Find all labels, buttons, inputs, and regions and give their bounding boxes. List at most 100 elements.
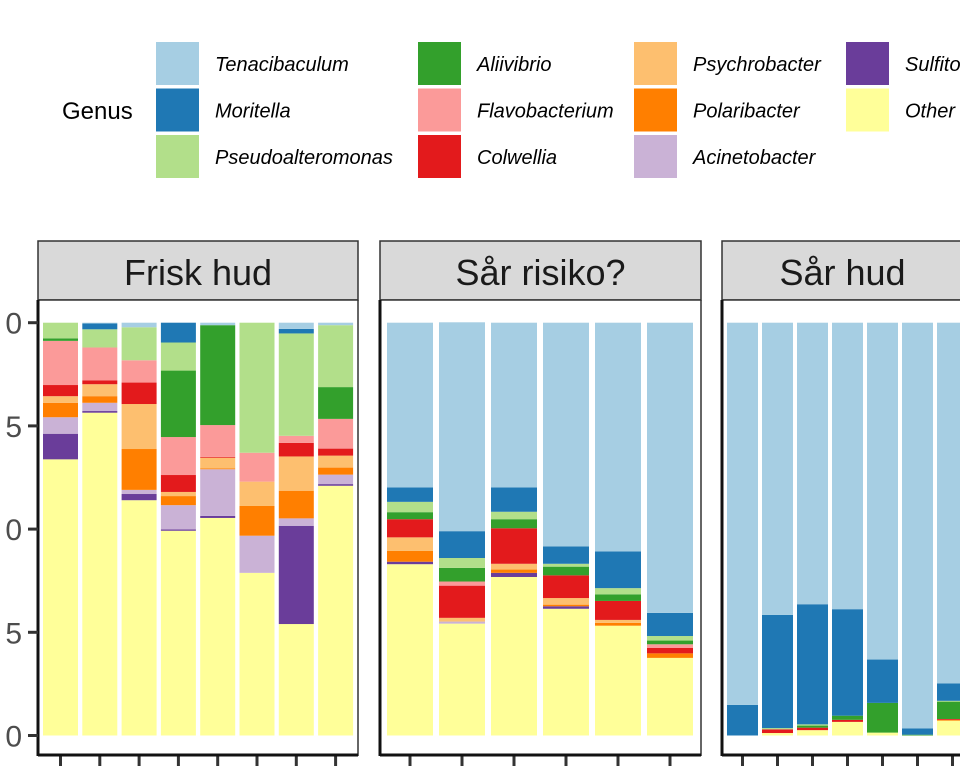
bar-segment-colwellia (439, 585, 485, 618)
legend-key-acinetobacter (634, 135, 677, 178)
bar-segment-other (867, 732, 898, 736)
panel-2: Sår risiko? (378, 240, 702, 766)
bar-segment-moritella (543, 546, 589, 564)
legend-key-flavobacterium (418, 88, 461, 132)
bar-segment-other (647, 657, 693, 736)
y-tick-label: 0 (5, 514, 22, 547)
facet-title: Sår hud (779, 252, 905, 293)
bar-segment-sulfito (278, 525, 314, 625)
bar-segment-other (239, 572, 275, 736)
bar-segment-psychrobacter (387, 537, 433, 551)
bar-segment-colwellia (160, 475, 196, 492)
legend-label: Colwellia (477, 147, 557, 169)
bar-segment-colwellia (832, 719, 863, 722)
bar-segment-tenacibaculum (762, 322, 793, 615)
bar-segment-acinetobacter (43, 417, 78, 434)
panel-3: Sår hud (720, 240, 960, 766)
legend-key-polaribacter (634, 88, 677, 132)
bar-segment-acinetobacter (239, 535, 275, 573)
bar-segment-polaribacter (543, 604, 589, 607)
legend-label: Psychrobacter (693, 54, 822, 76)
bar-segment-tenacibaculum (937, 322, 960, 684)
bar-segment-moritella (387, 487, 433, 502)
bar-segment-pseudoalteromonas (797, 724, 828, 726)
bar-segment-flavobacterium (278, 435, 314, 443)
legend-key-sulfito (846, 42, 889, 85)
bar-segment-sulfito (121, 494, 157, 501)
bar-segment-moritella (160, 322, 196, 343)
bar-segment-aliivibrio (867, 702, 898, 733)
legend-key-tenacibaculum (156, 42, 199, 85)
facet-title: Sår risiko? (455, 252, 625, 293)
bar-segment-other (797, 730, 828, 736)
bar-segment-polaribacter (43, 402, 78, 418)
bar-segment-other (278, 624, 314, 736)
bar-segment-colwellia (647, 647, 693, 654)
facet-strip (721, 240, 960, 301)
legend-label: Aliivibrio (476, 54, 551, 76)
bar-segment-polaribacter (239, 505, 275, 536)
bar-segment-psychrobacter (595, 619, 641, 623)
bar-segment-colwellia (762, 729, 793, 734)
bar-segment-moritella (797, 604, 828, 725)
bar-segment-psychrobacter (278, 456, 314, 491)
y-axis: 0 5 0 5 0 (5, 308, 38, 754)
bar-segment-colwellia (387, 519, 433, 538)
bar-segment-acinetobacter (82, 402, 118, 412)
bar-segment-other (200, 517, 236, 736)
bar-segment-pseudoalteromonas (543, 563, 589, 567)
legend-key-moritella (156, 88, 199, 132)
facet-strip (379, 240, 702, 301)
bar-segment-moritella (762, 614, 793, 729)
bar-segment-moritella (82, 323, 118, 330)
bar-segment-polaribacter (278, 490, 314, 519)
bar-segment-other (543, 608, 589, 736)
legend-label: Sulfito (905, 54, 960, 76)
bar-segment-tenacibaculum (832, 322, 863, 610)
bar-segment-polaribacter (200, 468, 236, 470)
y-tick-label: 0 (5, 308, 22, 341)
bar-segment-tenacibaculum (595, 322, 641, 552)
bar-segment-colwellia (543, 575, 589, 599)
bar-segment-psychrobacter (439, 617, 485, 622)
bar-segment-other (82, 412, 118, 736)
bar-segment-moritella (832, 609, 863, 716)
bar-segment-pseudoalteromonas (82, 329, 118, 348)
legend-key-aliivibrio (418, 42, 461, 85)
bar-segment-aliivibrio (595, 594, 641, 601)
bar-segment-polaribacter (647, 653, 693, 658)
bar-segment-aliivibrio (797, 725, 828, 728)
bar-segment-acinetobacter (278, 518, 314, 526)
bar-segment-sulfito (43, 433, 78, 460)
legend-key-other (846, 88, 889, 132)
bar-segment-other (762, 733, 793, 736)
legend-label: Pseudoalteromonas (215, 147, 393, 169)
bar-segment-moritella (902, 728, 933, 735)
bar-segment-tenacibaculum (82, 322, 118, 324)
bar-segment-psychrobacter (318, 455, 354, 468)
bar-segment-psychrobacter (82, 384, 118, 397)
bar-segment-colwellia (937, 718, 960, 720)
bar-segment-moritella (937, 683, 960, 701)
bar-segment-tenacibaculum (727, 322, 758, 705)
bar-segment-other (595, 625, 641, 736)
bar-segment-polaribacter (387, 550, 433, 562)
bar-segment-psychrobacter (200, 457, 236, 469)
bar-segment-other (387, 564, 433, 736)
bar-segment-pseudoalteromonas (278, 333, 314, 436)
bar-segment-aliivibrio (43, 338, 78, 341)
bar-segment-flavobacterium (82, 347, 118, 381)
bar-segment-pseudoalteromonas (762, 728, 793, 730)
bar-segment-pseudoalteromonas (937, 700, 960, 702)
bar-segment-tenacibaculum (278, 322, 314, 329)
bar-segment-colwellia (121, 382, 157, 405)
bar-segment-colwellia (43, 385, 78, 397)
bar-segment-other (43, 459, 78, 736)
bar-segment-pseudoalteromonas (647, 636, 693, 641)
bar-segment-moritella (595, 551, 641, 589)
bar-segment-tenacibaculum (647, 322, 693, 613)
bar-segment-flavobacterium (121, 360, 157, 383)
legend-label: Other (905, 101, 956, 123)
bar-segment-sulfito (387, 561, 433, 565)
